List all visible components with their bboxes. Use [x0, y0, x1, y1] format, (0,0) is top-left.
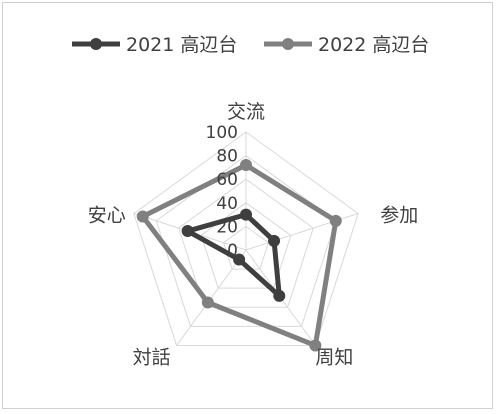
series-line-1 — [185, 212, 282, 299]
category-label: 安心 — [88, 205, 126, 227]
tick-label: 100 — [206, 123, 238, 143]
tick-label: 60 — [216, 170, 238, 190]
radar-series — [136, 159, 342, 352]
chart-area — [2, 2, 493, 409]
data-point — [201, 296, 214, 309]
legend: 2021 高辺台 2022 高辺台 — [72, 34, 429, 56]
grid-ring-100 — [133, 131, 359, 346]
category-label: 交流 — [227, 101, 265, 123]
legend-label: 2021 高辺台 — [126, 34, 237, 56]
data-point — [233, 253, 246, 266]
series-line-2 — [140, 162, 339, 348]
tick-label: 20 — [216, 217, 238, 237]
data-point — [273, 289, 286, 302]
data-point — [240, 159, 252, 172]
radial-tick-labels: 0 20 40 60 80 100 — [206, 123, 238, 261]
data-point — [329, 214, 342, 227]
tick-label: 80 — [216, 147, 238, 167]
legend-label: 2022 高辺台 — [318, 34, 429, 56]
data-point — [181, 225, 194, 238]
grid-ring-40 — [200, 202, 292, 289]
category-label: 参加 — [380, 205, 418, 227]
category-label: 周知 — [315, 346, 353, 368]
legend-swatch-marker — [282, 38, 294, 50]
category-label: 対話 — [133, 346, 171, 368]
tick-label: 40 — [216, 194, 238, 214]
tick-label: 0 — [227, 241, 238, 261]
data-point — [268, 234, 281, 247]
grid-ring-60 — [178, 178, 314, 308]
data-point — [136, 210, 149, 223]
data-point — [240, 208, 252, 221]
legend-swatch-marker — [90, 38, 102, 50]
data-point — [309, 339, 322, 352]
